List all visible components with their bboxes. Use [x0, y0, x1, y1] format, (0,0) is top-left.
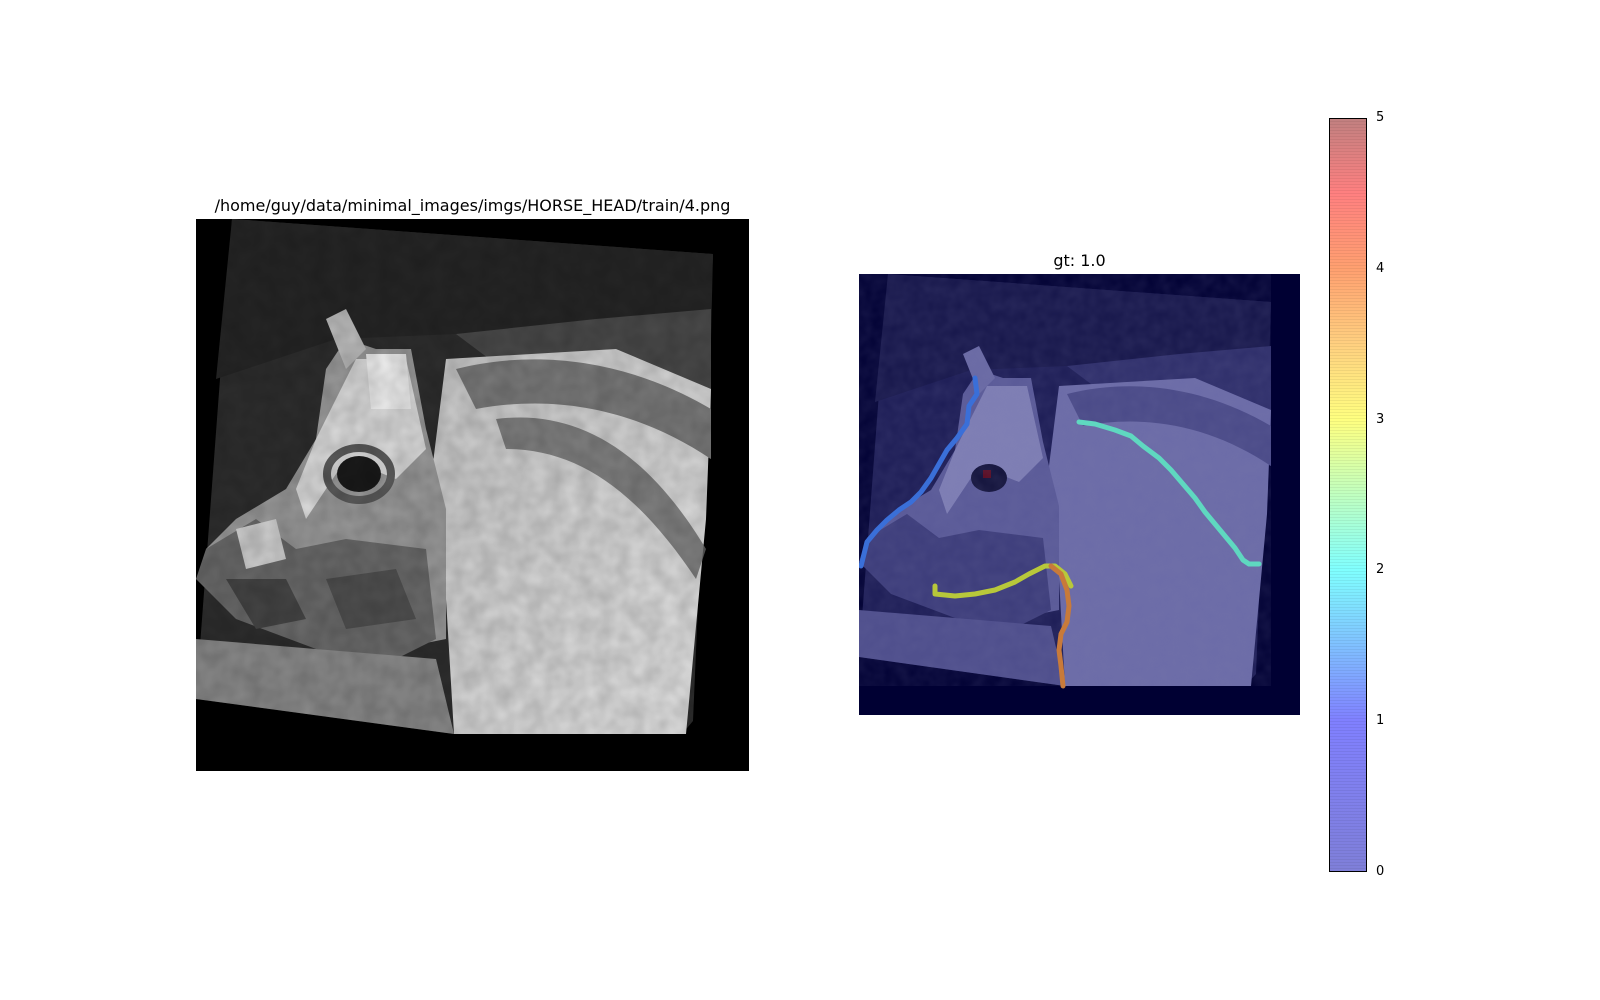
jaw-contour [1048, 563, 1072, 689]
right-panel-title: gt: 1.0 [1053, 251, 1106, 270]
colorbar-tick-label-2: 2 [1376, 562, 1385, 577]
forehead-contour [859, 375, 980, 569]
left-panel-title: /home/guy/data/minimal_images/imgs/HORSE… [214, 196, 731, 215]
colorbar [1329, 118, 1367, 872]
neck-contour [1076, 419, 1262, 567]
grayscale-horse-image [196, 219, 749, 771]
colorbar-tick-label-4: 4 [1376, 261, 1385, 276]
colorbar-tick-label-5: 5 [1376, 110, 1385, 125]
colorbar-tick-label-0: 0 [1376, 864, 1385, 879]
colorbar-gradient [1329, 118, 1367, 872]
overlay-horse-image [859, 274, 1300, 715]
colorbar-tick-label-1: 1 [1376, 713, 1385, 728]
right-image-axes [859, 274, 1300, 715]
left-image-axes [196, 219, 749, 771]
colorbar-tick-label-3: 3 [1376, 412, 1385, 427]
